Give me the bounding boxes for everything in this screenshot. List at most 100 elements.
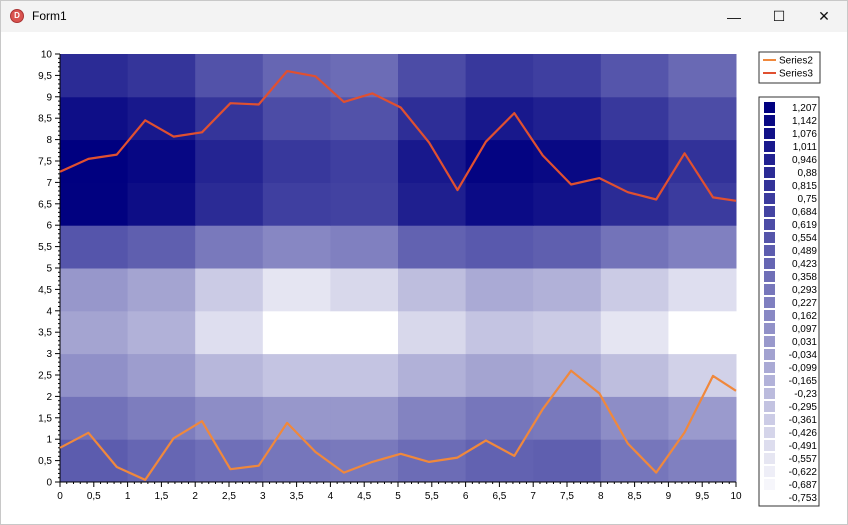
color-scale-swatch <box>764 193 775 204</box>
color-scale-label: 0,554 <box>792 233 817 244</box>
heatmap-cell <box>668 96 737 141</box>
color-scale-label: 0,227 <box>792 298 817 309</box>
x-tick-label: 2 <box>192 491 198 502</box>
heatmap-cell <box>398 353 467 397</box>
color-scale-label: 0,75 <box>798 194 818 205</box>
color-scale-swatch <box>764 323 775 334</box>
x-tick-label: 5,5 <box>425 491 439 502</box>
window-title: Form1 <box>32 9 67 23</box>
heatmap-cell <box>127 310 196 355</box>
heatmap-cell <box>533 225 602 269</box>
heatmap-cell <box>330 268 399 312</box>
color-scale-swatch <box>764 180 775 191</box>
color-scale-label: -0,165 <box>789 376 818 387</box>
x-tick-label: 7,5 <box>560 491 574 502</box>
heatmap-cell <box>127 225 196 269</box>
color-scale-swatch <box>764 375 775 386</box>
y-tick-label: 1,5 <box>38 413 52 424</box>
heatmap-cell <box>60 225 129 269</box>
minimize-button[interactable]: — <box>727 8 741 25</box>
color-scale-swatch <box>764 206 775 217</box>
series-line-series3 <box>59 69 737 202</box>
heatmap-cell <box>262 310 331 355</box>
color-scale-label: 1,011 <box>793 142 818 153</box>
heatmap-cell <box>398 54 467 98</box>
y-tick-label: 9,5 <box>38 71 52 82</box>
color-scale-swatch <box>764 388 775 399</box>
series-legend-box <box>758 51 821 84</box>
y-tick-label: 9 <box>46 92 52 103</box>
color-scale-label: -0,491 <box>789 441 818 452</box>
x-tick-label: 7 <box>530 491 536 502</box>
color-scale-swatch <box>764 128 775 139</box>
color-scale-label: -0,23 <box>794 389 817 400</box>
title-bar[interactable]: D Form1 — ☐ ✕ <box>1 1 847 32</box>
heatmap-cell <box>262 353 331 397</box>
heatmap-cell <box>533 310 602 355</box>
color-scale-label: 0,815 <box>792 181 817 192</box>
heatmap-cell <box>195 182 264 226</box>
series-line-series2 <box>59 369 737 481</box>
y-tick-label: 0,5 <box>38 456 52 467</box>
heatmap-cell <box>600 353 669 397</box>
heatmap-cell <box>330 396 399 440</box>
color-scale-swatch <box>764 453 775 464</box>
heatmap-cell <box>533 396 602 440</box>
heatmap-cell <box>330 353 399 397</box>
x-tick-label: 5 <box>395 491 401 502</box>
y-tick-label: 8 <box>46 135 52 146</box>
heatmap-cell <box>533 96 602 141</box>
heatmap-cell <box>330 139 399 183</box>
heatmap-cell <box>127 353 196 397</box>
y-tick-label: 1 <box>46 435 52 446</box>
color-scale-label: 0,88 <box>798 168 818 179</box>
heatmap-cell <box>465 139 534 183</box>
color-scale-label: 0,619 <box>792 220 817 231</box>
heatmap-cell <box>330 54 399 98</box>
heatmap-cell <box>465 310 534 355</box>
heatmap-cell <box>195 225 264 269</box>
y-tick-label: 8,5 <box>38 114 52 125</box>
legend-label: Series2 <box>779 56 813 67</box>
heatmap-cell <box>60 353 129 397</box>
x-tick-label: 0 <box>57 491 63 502</box>
heatmap-cell <box>668 225 737 269</box>
color-scale-swatch <box>764 232 775 243</box>
heatmap-cell <box>262 96 331 141</box>
heatmap-cell <box>60 96 129 141</box>
x-tick-label: 9 <box>666 491 672 502</box>
color-scale-label: 0,423 <box>792 259 817 270</box>
color-scale-label: 0,946 <box>792 155 817 166</box>
color-scale-swatch <box>764 115 775 126</box>
app-icon[interactable]: D <box>10 9 24 23</box>
x-tick-label: 6,5 <box>492 491 506 502</box>
heatmap-cell <box>465 268 534 312</box>
heatmap-cell <box>195 54 264 98</box>
heatmap-cell <box>600 439 669 483</box>
heatmap-cell <box>668 54 737 98</box>
color-scale-swatch <box>764 219 775 230</box>
heatmap-cell <box>398 310 467 355</box>
color-scale-swatch <box>764 141 775 152</box>
color-scale-swatch <box>764 336 775 347</box>
color-scale-label: 0,489 <box>792 246 817 257</box>
color-scale-legend: 1,207 1,142 1,076 1,011 0,946 0,88 0,815 0,75 0,… <box>758 96 820 507</box>
heatmap-cell <box>600 182 669 226</box>
color-scale-label: -0,426 <box>789 428 818 439</box>
heatmap-cell <box>330 225 399 269</box>
color-scale-swatch <box>764 310 775 321</box>
heatmap-cell <box>398 396 467 440</box>
heatmap-cell <box>465 182 534 226</box>
color-scale-swatch <box>764 427 775 438</box>
heatmap-cell <box>668 439 737 483</box>
heatmap-cell <box>127 96 196 141</box>
y-tick-label: 2 <box>46 392 52 403</box>
y-tick-label: 4,5 <box>38 285 52 296</box>
heatmap-cell <box>60 439 129 483</box>
heatmap-cell <box>330 439 399 483</box>
heatmap-cell <box>398 182 467 226</box>
heatmap-cell <box>398 268 467 312</box>
maximize-button[interactable]: ☐ <box>772 8 786 24</box>
close-button[interactable]: ✕ <box>818 8 830 24</box>
